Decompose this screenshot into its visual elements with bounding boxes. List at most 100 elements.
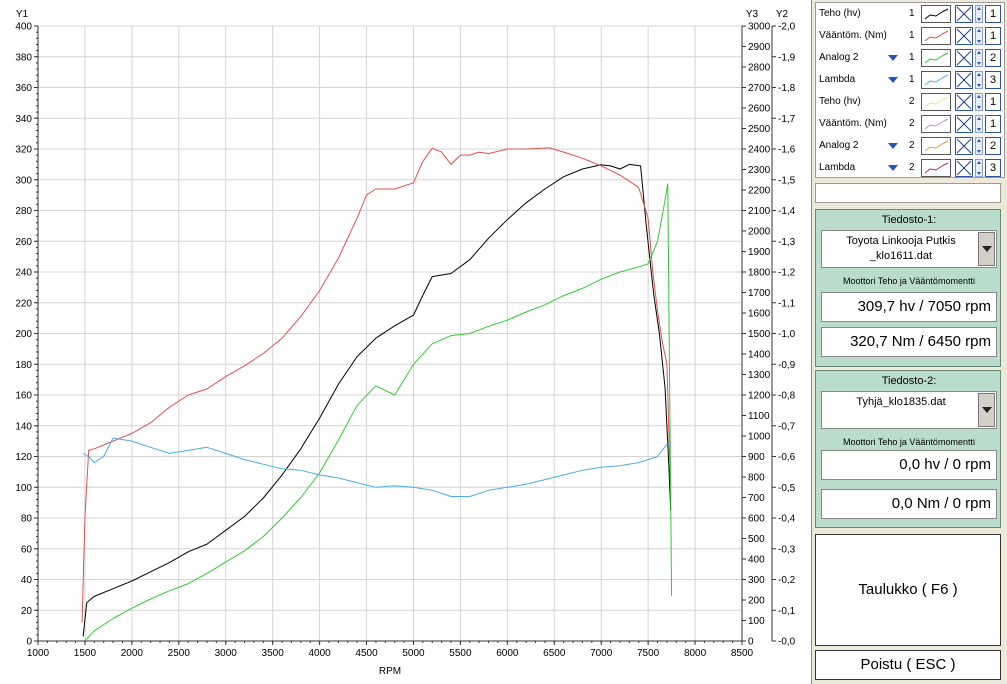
y3-tick-label: 800 xyxy=(748,473,765,484)
toggle-series-icon[interactable] xyxy=(955,93,973,111)
chart-area: 1000 1500 2000 2500 3000 3500 4000 4500 5000 5500… xyxy=(0,0,812,684)
legend-axis-index[interactable]: 3 xyxy=(985,71,1001,89)
y3-tick-label: 1400 xyxy=(748,350,771,361)
y2-tick-label: -1,1 xyxy=(778,298,796,309)
legend-swatch[interactable] xyxy=(921,49,951,67)
toggle-series-icon[interactable] xyxy=(955,159,973,177)
spinner-icon[interactable] xyxy=(975,115,983,133)
y1-tick-label: 100 xyxy=(15,483,32,494)
y2-axis-title: Y2 xyxy=(776,9,789,20)
y2-tick-label: -1,6 xyxy=(778,145,796,156)
series-line-1 xyxy=(82,163,672,637)
y1-tick-label: 40 xyxy=(21,575,33,586)
file-2-torque-value: 0,0 Nm / 0 rpm xyxy=(821,489,997,519)
spinner-icon[interactable] xyxy=(975,27,983,45)
spinner-icon[interactable] xyxy=(975,93,983,111)
y2-tick-label: -0,6 xyxy=(778,452,796,463)
toggle-series-icon[interactable] xyxy=(955,27,973,45)
y2-tick-label: -1,7 xyxy=(778,114,796,125)
legend-row: Analog 2 1 2 xyxy=(816,47,1006,69)
dropdown-arrow-icon[interactable] xyxy=(888,55,898,61)
legend-swatch[interactable] xyxy=(921,27,951,45)
legend-swatch[interactable] xyxy=(921,137,951,155)
toggle-series-icon[interactable] xyxy=(955,71,973,89)
legend-axis-index[interactable]: 1 xyxy=(985,115,1001,133)
y2-tick-label: -1,9 xyxy=(778,52,796,63)
legend-axis-index[interactable]: 1 xyxy=(985,27,1001,45)
y3-tick-label: 2900 xyxy=(748,42,771,53)
y3-tick-label: 1100 xyxy=(748,411,770,422)
y1-tick-label: 0 xyxy=(26,637,32,648)
x-tick-label: 5500 xyxy=(449,648,472,659)
y1-tick-label: 240 xyxy=(15,268,32,279)
legend-file-number: 1 xyxy=(909,74,915,85)
exit-button[interactable]: Poistu ( ESC ) xyxy=(815,650,1001,680)
legend-label: Analog 2 xyxy=(819,52,859,63)
legend-axis-index[interactable]: 2 xyxy=(985,49,1001,67)
info-field xyxy=(815,183,1001,203)
y2-tick-label: -0,0 xyxy=(778,637,796,648)
y3-tick-label: 2800 xyxy=(748,63,771,74)
y3-tick-label: 2200 xyxy=(748,186,771,197)
dropdown-arrow-icon[interactable] xyxy=(888,165,898,171)
y2-tick-label: -1,0 xyxy=(778,329,796,340)
file-2-select[interactable]: Tyhjä_klo1835.dat xyxy=(821,391,997,429)
legend-axis-index[interactable]: 1 xyxy=(985,5,1001,23)
legend-swatch-line xyxy=(924,74,949,86)
legend-label: Teho (hv) xyxy=(819,96,861,107)
legend-file-number: 1 xyxy=(909,8,915,19)
legend-label: Vääntöm. (Nm) xyxy=(819,30,887,41)
file-1-title: Tiedosto-1: xyxy=(881,214,937,226)
file-2-title: Tiedosto-2: xyxy=(881,375,937,387)
dropdown-arrow-icon[interactable] xyxy=(888,143,898,149)
legend-file-number: 2 xyxy=(909,162,915,173)
y3-tick-label: 100 xyxy=(748,616,765,627)
toggle-series-icon[interactable] xyxy=(955,5,973,23)
legend-swatch[interactable] xyxy=(921,159,951,177)
legend-axis-index[interactable]: 2 xyxy=(985,137,1001,155)
legend-row: Vääntöm. (Nm) 1 1 xyxy=(816,25,1006,47)
dropdown-arrow-icon[interactable] xyxy=(888,77,898,83)
toggle-series-icon[interactable] xyxy=(955,49,973,67)
series-line-3 xyxy=(84,183,673,641)
y1-tick-label: 80 xyxy=(21,514,33,525)
y3-tick-label: 1800 xyxy=(748,268,771,279)
legend-axis-index[interactable]: 3 xyxy=(985,159,1001,177)
y3-tick-label: 0 xyxy=(748,637,754,648)
legend-swatch[interactable] xyxy=(921,5,951,23)
y1-tick-label: 280 xyxy=(15,206,32,217)
y3-tick-label: 400 xyxy=(748,555,765,566)
spinner-icon[interactable] xyxy=(975,159,983,177)
y2-tick-label: -1,3 xyxy=(778,237,796,248)
spinner-icon[interactable] xyxy=(975,137,983,155)
spinner-icon[interactable] xyxy=(975,71,983,89)
toggle-series-icon[interactable] xyxy=(955,115,973,133)
x-tick-label: 4000 xyxy=(308,648,331,659)
y3-axis-title: Y3 xyxy=(746,9,759,20)
y2-tick-label: -0,1 xyxy=(778,606,796,617)
legend-swatch[interactable] xyxy=(921,93,951,111)
file-1-select[interactable]: Toyota Linkooja Putkis _klo1611.dat xyxy=(821,230,997,268)
legend-row: Lambda 1 3 xyxy=(816,69,1006,91)
x-tick-label: 4500 xyxy=(355,648,378,659)
x-tick-label: 1500 xyxy=(74,648,97,659)
spinner-icon[interactable] xyxy=(975,49,983,67)
legend-swatch-line xyxy=(924,96,949,108)
legend-swatch-line xyxy=(924,162,949,174)
x-tick-label: 6000 xyxy=(496,648,519,659)
toggle-series-icon[interactable] xyxy=(955,137,973,155)
y1-tick-label: 340 xyxy=(15,114,32,125)
table-button[interactable]: Taulukko ( F6 ) xyxy=(815,534,1001,646)
x-tick-label: 3000 xyxy=(215,648,238,659)
y3-tick-label: 2400 xyxy=(748,145,771,156)
legend-row: Teho (hv) 1 1 xyxy=(816,3,1006,25)
spinner-icon[interactable] xyxy=(975,5,983,23)
legend-label: Lambda xyxy=(819,162,856,173)
y2-tick-label: -0,3 xyxy=(778,544,796,555)
file-1-dropdown-button[interactable] xyxy=(978,232,995,266)
legend-axis-index[interactable]: 1 xyxy=(985,93,1001,111)
legend-swatch[interactable] xyxy=(921,71,951,89)
y2-tick-label: -0,5 xyxy=(778,483,796,494)
file-2-dropdown-button[interactable] xyxy=(978,393,995,427)
legend-swatch[interactable] xyxy=(921,115,951,133)
